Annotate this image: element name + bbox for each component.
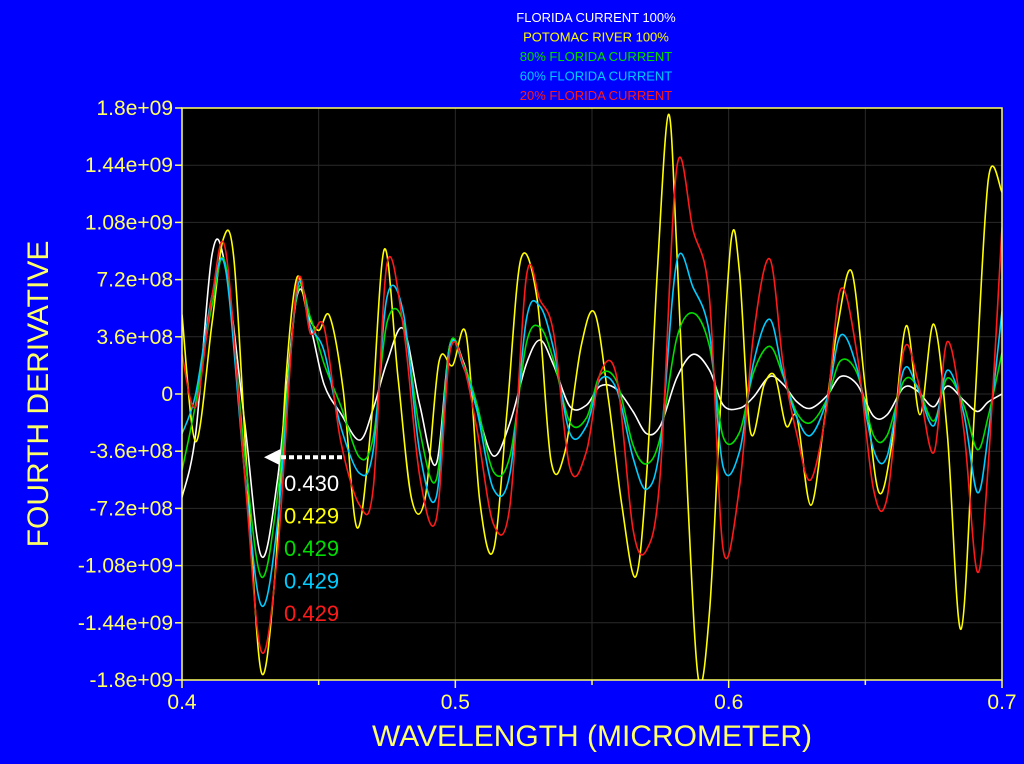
annotation-value: 0.429 bbox=[284, 504, 339, 529]
y-tick-label: 1.08e+09 bbox=[85, 211, 173, 234]
y-tick-label: 3.6e+08 bbox=[97, 326, 174, 349]
y-tick-label: 1.8e+09 bbox=[97, 97, 174, 120]
y-axis-ticks: 1.8e+09 1.44e+09 1.08e+09 7.2e+08 3.6e+08 0 -3… bbox=[78, 97, 182, 692]
x-tick-label: 0.6 bbox=[714, 691, 743, 714]
legend-entry: 20% FLORIDA CURRENT bbox=[520, 88, 672, 103]
y-tick-label: 7.2e+08 bbox=[97, 269, 174, 292]
legend-entry: 60% FLORIDA CURRENT bbox=[520, 69, 672, 84]
annotation-values: 0.430 0.429 0.429 0.429 0.429 bbox=[284, 471, 339, 626]
series-line-2 bbox=[182, 113, 1002, 680]
y-tick-label: 0 bbox=[161, 383, 173, 406]
legend-entry: POTOMAC RIVER 100% bbox=[523, 30, 669, 45]
annotation-value: 0.429 bbox=[284, 601, 339, 626]
y-tick-label: -1.08e+09 bbox=[78, 555, 173, 578]
y-tick-label: -7.2e+08 bbox=[90, 497, 174, 520]
x-axis-ticks: 0.4 0.5 0.6 0.7 bbox=[167, 680, 1017, 714]
legend-entry: 80% FLORIDA CURRENT bbox=[520, 49, 672, 64]
annotation-value: 0.430 bbox=[284, 471, 339, 496]
x-axis-title: WAVELENGTH (MICROMETER) bbox=[372, 720, 812, 753]
y-tick-label: -1.44e+09 bbox=[78, 612, 173, 635]
arrow-head bbox=[264, 449, 280, 466]
y-axis-title: FOURTH DERIVATIVE bbox=[22, 241, 55, 548]
annotation-value: 0.429 bbox=[284, 569, 339, 594]
x-tick-label: 0.7 bbox=[987, 691, 1016, 714]
series-line-5 bbox=[182, 156, 1002, 654]
y-tick-label: -1.8e+09 bbox=[90, 669, 174, 692]
legend: FLORIDA CURRENT 100% POTOMAC RIVER 100% 80… bbox=[516, 10, 676, 103]
arrow-left-icon bbox=[264, 449, 342, 466]
legend-entry: FLORIDA CURRENT 100% bbox=[516, 10, 676, 25]
series-group bbox=[182, 113, 1002, 680]
y-tick-label: 1.44e+09 bbox=[85, 154, 173, 177]
annotation-value: 0.429 bbox=[284, 536, 339, 561]
x-tick-label: 0.4 bbox=[167, 691, 197, 714]
x-tick-label: 0.5 bbox=[441, 691, 470, 714]
y-tick-label: -3.6e+08 bbox=[90, 440, 174, 463]
